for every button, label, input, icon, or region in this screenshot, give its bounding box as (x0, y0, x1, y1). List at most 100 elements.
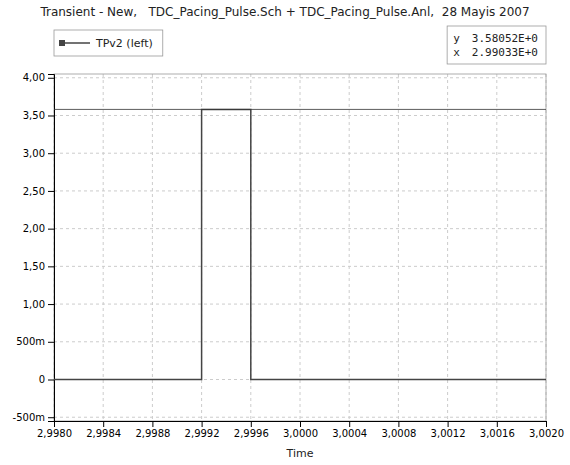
y-tick-label: 1,50 (23, 261, 45, 272)
legend-box (54, 30, 163, 56)
grid-line-y (54, 77, 546, 78)
cursor-label: y (453, 32, 460, 45)
y-tick-label: 2,00 (23, 223, 45, 234)
x-tick-label: 3,0012 (431, 428, 466, 439)
x-tick: 3,0004 (332, 421, 367, 439)
y-tick: 1,50 (23, 261, 54, 272)
x-tick-mark (300, 421, 301, 427)
y-tick: 2,00 (23, 223, 54, 234)
y-tick-mark (48, 417, 54, 418)
y-tick-label: 500m (16, 336, 45, 347)
y-tick: 500m (16, 336, 54, 347)
cursor-label: x (453, 46, 460, 59)
y-tick: -500m (13, 412, 54, 423)
grid-line-y (54, 115, 546, 116)
cursor-value: 3.58052E+0 (472, 32, 538, 45)
y-axis: -500m 0 500m 1,00 1,50 2,00 2,50 3,00 3,50 4,00 (13, 72, 55, 422)
x-tick: 2,9984 (86, 421, 121, 439)
x-tick: 3,0016 (480, 421, 515, 439)
x-axis-line (55, 422, 547, 428)
cursor-value: 2.99033E+0 (472, 46, 538, 59)
grid-line-x (447, 74, 448, 421)
x-tick-mark (398, 421, 399, 427)
y-tick: 2,50 (23, 186, 54, 197)
x-tick-mark (448, 421, 449, 427)
x-tick-mark (152, 421, 153, 427)
x-tick-mark (546, 421, 547, 427)
x-tick: 2,9992 (185, 421, 220, 439)
x-axis-title: Time (286, 447, 314, 460)
y-tick-label: 1,00 (23, 299, 45, 310)
marks (54, 109, 546, 379)
chart-svg: Transient - New, TDC_Pacing_Pulse.Sch + … (0, 0, 570, 465)
x-tick: 3,0000 (283, 421, 318, 439)
x-tick-mark (497, 421, 498, 427)
grid-line-y (54, 417, 546, 418)
y-tick-mark (48, 342, 54, 343)
x-axis: 2,9980 2,9984 2,9988 2,9992 2,9996 3,0000 3,00… (37, 421, 564, 439)
cursor-readout: y 3.58052E+0 x 2.99033E+0 (447, 26, 546, 64)
grid-line-y (54, 304, 546, 305)
grid-line-y (54, 228, 546, 229)
grid-line-x (103, 74, 104, 421)
grid (54, 74, 546, 421)
y-tick-mark (48, 153, 54, 154)
x-tick: 2,9980 (37, 421, 72, 439)
legend-label: TPv2 (left) (95, 37, 153, 50)
cursor-box (447, 26, 546, 64)
plot-frame (54, 74, 546, 421)
y-tick-label: 0 (39, 374, 45, 385)
y-tick-label: 2,50 (23, 186, 45, 197)
y-tick: 1,00 (23, 299, 54, 310)
y-tick: 0 (39, 374, 54, 385)
y-tick-label: -500m (13, 412, 45, 423)
grid-line-x (349, 74, 350, 421)
grid-line-x (398, 74, 399, 421)
x-tick-label: 2,9980 (37, 428, 72, 439)
title: Transient - New, TDC_Pacing_Pulse.Sch + … (39, 5, 529, 19)
x-tick-label: 3,0008 (381, 428, 416, 439)
grid-line-x (496, 74, 497, 421)
y-axis-line (48, 75, 55, 422)
x-tick: 3,0020 (529, 421, 564, 439)
legend-items: TPv2 (left) (59, 37, 153, 50)
y-tick: 4,00 (23, 72, 54, 83)
x-tick-label: 3,0020 (529, 428, 564, 439)
legend: TPv2 (left) (54, 30, 163, 56)
legend-swatch (62, 42, 90, 44)
y-tick-mark (48, 380, 54, 381)
x-tick-label: 3,0000 (283, 428, 318, 439)
x-tick-mark (103, 421, 104, 427)
y-tick-label: 3,50 (23, 110, 45, 121)
grid-line-y (54, 153, 546, 154)
legend-swatch-marker (59, 40, 65, 46)
y-tick-label: 3,00 (23, 148, 45, 159)
x-tick: 2,9996 (234, 421, 269, 439)
grid-line-y (54, 266, 546, 267)
y-tick: 3,50 (23, 110, 54, 121)
grid-line-x (300, 74, 301, 421)
x-tick-label: 3,0016 (480, 428, 515, 439)
y-tick-mark (48, 78, 54, 79)
y-tick-label: 4,00 (23, 72, 45, 83)
legend-item: TPv2 (left) (59, 37, 153, 50)
grid-line-y (54, 341, 546, 342)
y-tick: 3,00 (23, 148, 54, 159)
x-tick-mark (202, 421, 203, 427)
y-tick-mark (48, 266, 54, 267)
y-tick-mark (48, 229, 54, 230)
series-line (54, 109, 546, 379)
y-tick-mark (48, 191, 54, 192)
y-tick-mark (48, 115, 54, 116)
x-tick-label: 3,0004 (332, 428, 367, 439)
grid-line-x (152, 74, 153, 421)
x-tick-label: 2,9992 (185, 428, 220, 439)
x-tick: 2,9988 (135, 421, 170, 439)
x-tick: 3,0008 (381, 421, 416, 439)
plot-area: 2,9980 2,9984 2,9988 2,9992 2,9996 3,0000 3,00… (13, 72, 564, 439)
cursor-line (54, 109, 546, 110)
x-tick-mark (251, 421, 252, 427)
y-tick-mark (48, 304, 54, 305)
x-tick-label: 2,9996 (234, 428, 269, 439)
x-tick-mark (349, 421, 350, 427)
